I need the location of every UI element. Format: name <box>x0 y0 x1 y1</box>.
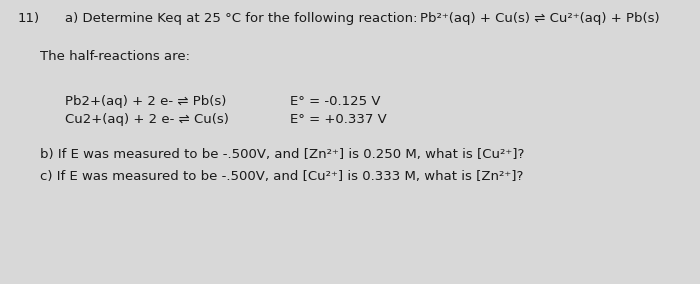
Text: Cu2+(aq) + 2 e- ⇌ Cu(s): Cu2+(aq) + 2 e- ⇌ Cu(s) <box>65 113 229 126</box>
Text: The half-reactions are:: The half-reactions are: <box>40 50 190 63</box>
Text: b) If E was measured to be -.500V, and [Zn²⁺] is 0.250 M, what is [Cu²⁺]?: b) If E was measured to be -.500V, and [… <box>40 148 524 161</box>
Text: E° = +0.337 V: E° = +0.337 V <box>290 113 386 126</box>
Text: a) Determine Keq at 25 °C for the following reaction:: a) Determine Keq at 25 °C for the follow… <box>65 12 417 25</box>
Text: Pb²⁺(aq) + Cu(s) ⇌ Cu²⁺(aq) + Pb(s): Pb²⁺(aq) + Cu(s) ⇌ Cu²⁺(aq) + Pb(s) <box>420 12 659 25</box>
Text: E° = -0.125 V: E° = -0.125 V <box>290 95 381 108</box>
Text: 11): 11) <box>18 12 40 25</box>
Text: c) If E was measured to be -.500V, and [Cu²⁺] is 0.333 M, what is [Zn²⁺]?: c) If E was measured to be -.500V, and [… <box>40 170 524 183</box>
Text: Pb2+(aq) + 2 e- ⇌ Pb(s): Pb2+(aq) + 2 e- ⇌ Pb(s) <box>65 95 226 108</box>
